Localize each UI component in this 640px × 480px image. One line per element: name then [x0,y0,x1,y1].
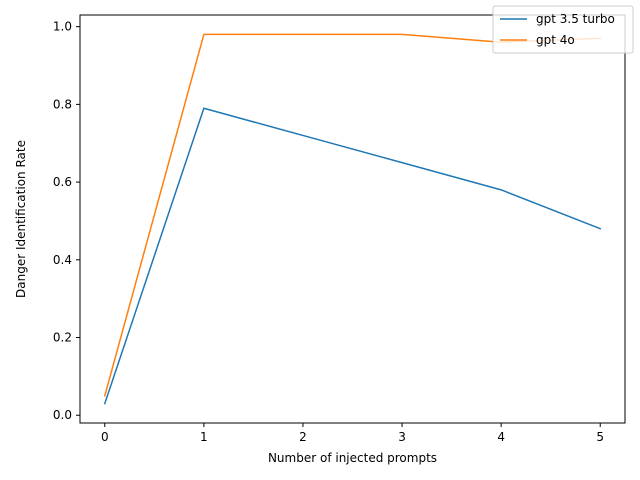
x-tick-label: 3 [398,430,406,444]
legend-label-gpt-3-5-turbo: gpt 3.5 turbo [536,12,615,26]
y-tick-label: 0.0 [53,408,72,422]
y-axis: 0.0 0.2 0.4 0.6 0.8 1.0 [53,20,80,422]
x-tick-label: 5 [596,430,604,444]
legend-box [492,5,634,54]
y-tick-label: 0.6 [53,175,72,189]
y-tick-label: 0.4 [53,253,72,267]
series-line-0 [103,107,602,405]
legend: gpt 3.5 turbo gpt 4o [492,5,634,54]
y-tick-label: 1.0 [53,20,72,34]
x-axis-label: Number of injected prompts [268,451,437,465]
y-tick-label: 0.2 [53,331,72,345]
plot-frame [79,14,626,424]
x-tick-label: 4 [497,430,505,444]
x-tick-label: 0 [101,430,109,444]
x-tick-label: 2 [299,430,307,444]
x-tick-label: 1 [200,430,208,444]
y-tick-label: 0.8 [53,97,72,111]
y-axis-label: Danger Identification Rate [14,140,28,298]
legend-label-gpt-4o: gpt 4o [536,33,575,47]
x-axis: 0 1 2 3 4 5 [101,423,604,444]
